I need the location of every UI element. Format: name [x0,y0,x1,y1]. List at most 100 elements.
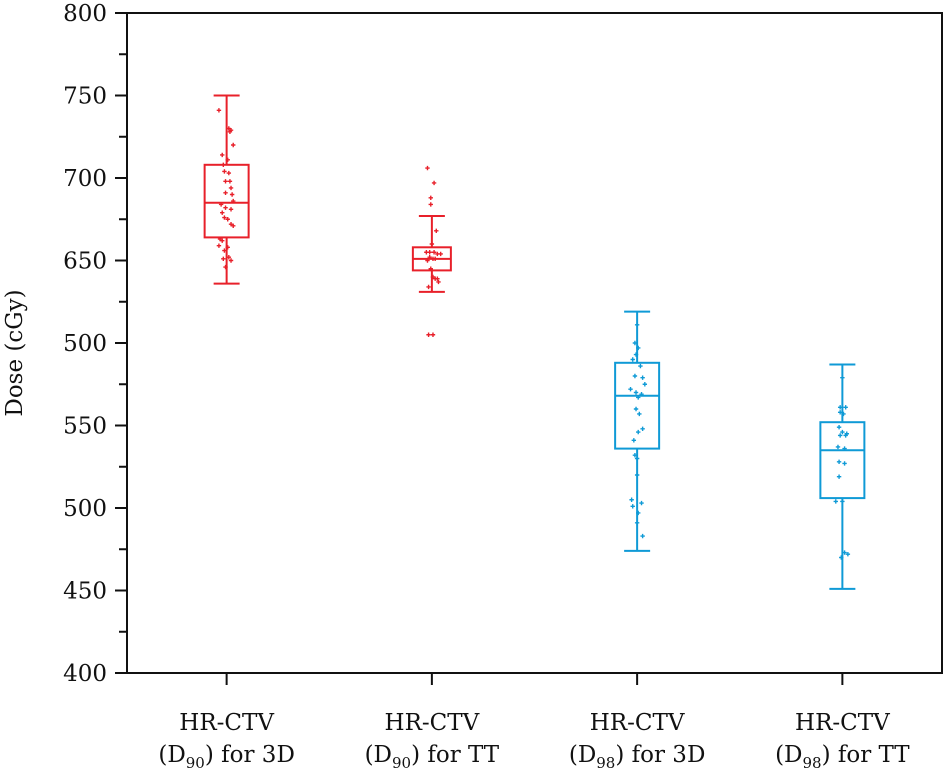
data-point [632,340,638,346]
label-subscript: 98 [803,754,822,772]
data-point [632,373,638,379]
data-point [842,550,847,555]
data-point [840,429,845,435]
data-point [218,202,224,207]
data-point [426,284,431,290]
data-point [638,363,643,369]
y-axis: 800 750 700 650 500 550 500 450 400 [63,1,127,687]
data-point [634,322,640,328]
data-point [216,108,222,113]
data-point [640,375,645,380]
y-tick-label: 400 [63,661,107,687]
data-point [630,504,635,509]
data-point [226,255,232,260]
x-tick-label-line2: (D98) for TT [775,742,910,772]
data-point [833,499,838,504]
data-point [221,256,226,262]
data-point [631,438,637,443]
label-suffix: ) for 3D [615,742,705,768]
outlier-point [425,165,430,171]
x-tick-label-line1: HR-CTV [385,710,480,736]
y-tick-label: 750 [63,84,107,110]
data-point [435,276,440,281]
data-point [220,152,225,158]
y-tick-label: 500 [63,496,107,522]
data-point [836,424,842,430]
label-prefix: (D [365,742,392,768]
data-point [438,251,443,257]
data-point [640,426,645,431]
data-point [639,391,644,397]
data-point [225,157,230,163]
data-point [228,185,234,191]
label-suffix: ) for TT [822,742,911,768]
data-point [837,410,843,415]
data-point [633,352,639,357]
outlier-point [431,180,437,186]
data-point [428,266,433,271]
data-point [222,215,227,220]
data-point [216,243,222,248]
data-point [226,170,232,176]
data-point [840,375,845,380]
data-point [841,411,846,417]
data-point [837,405,843,410]
data-point [220,210,225,215]
data-point [222,248,227,253]
data-point [231,142,236,148]
x-tick-label-line1: HR-CTV [590,710,685,736]
data-point [634,472,640,478]
data-point [633,406,639,412]
data-point [632,453,638,458]
iqr-box [203,163,250,239]
data-point [835,444,841,450]
data-point [836,459,842,464]
data-point [436,279,441,285]
label-subscript: 98 [596,754,615,772]
data-point [629,497,634,502]
outlier-point [426,332,431,337]
data-point [636,395,641,400]
y-tick-label: 650 [63,249,107,275]
x-tick-label-line2: (D98) for 3D [569,742,706,772]
label-subscript: 90 [186,754,205,772]
data-point [228,258,234,263]
y-tick-label: 450 [63,579,107,605]
label-suffix: ) for TT [411,742,500,768]
data-point [425,258,430,263]
box-group [203,94,250,285]
data-point [222,169,227,174]
data-point [434,228,439,233]
data-point [839,555,844,560]
box-group [819,363,866,590]
outlier-point [428,202,433,207]
data-point [636,429,641,435]
data-point [633,390,639,395]
y-tick-label: 800 [63,1,107,27]
data-point [431,250,437,255]
data-point [836,474,842,479]
outlier-point [428,195,433,200]
data-point [634,456,640,461]
data-point [630,357,635,362]
box-group [614,310,661,552]
data-point [637,411,642,417]
label-prefix: (D [775,742,802,768]
box-group [411,165,452,337]
y-tick-label: 700 [63,166,107,192]
label-subscript: 90 [392,754,411,772]
data-point [228,207,234,212]
data-point [842,461,847,466]
y-axis-title: Dose (cGy) [2,289,28,416]
x-tick-label-line2: (D90) for TT [365,742,500,772]
data-point [636,345,641,351]
data-point [223,264,228,270]
data-point [642,382,648,387]
data-point [843,433,848,438]
label-prefix: (D [158,742,185,768]
data-point [225,217,230,222]
data-point [427,250,432,255]
data-point [223,205,228,210]
